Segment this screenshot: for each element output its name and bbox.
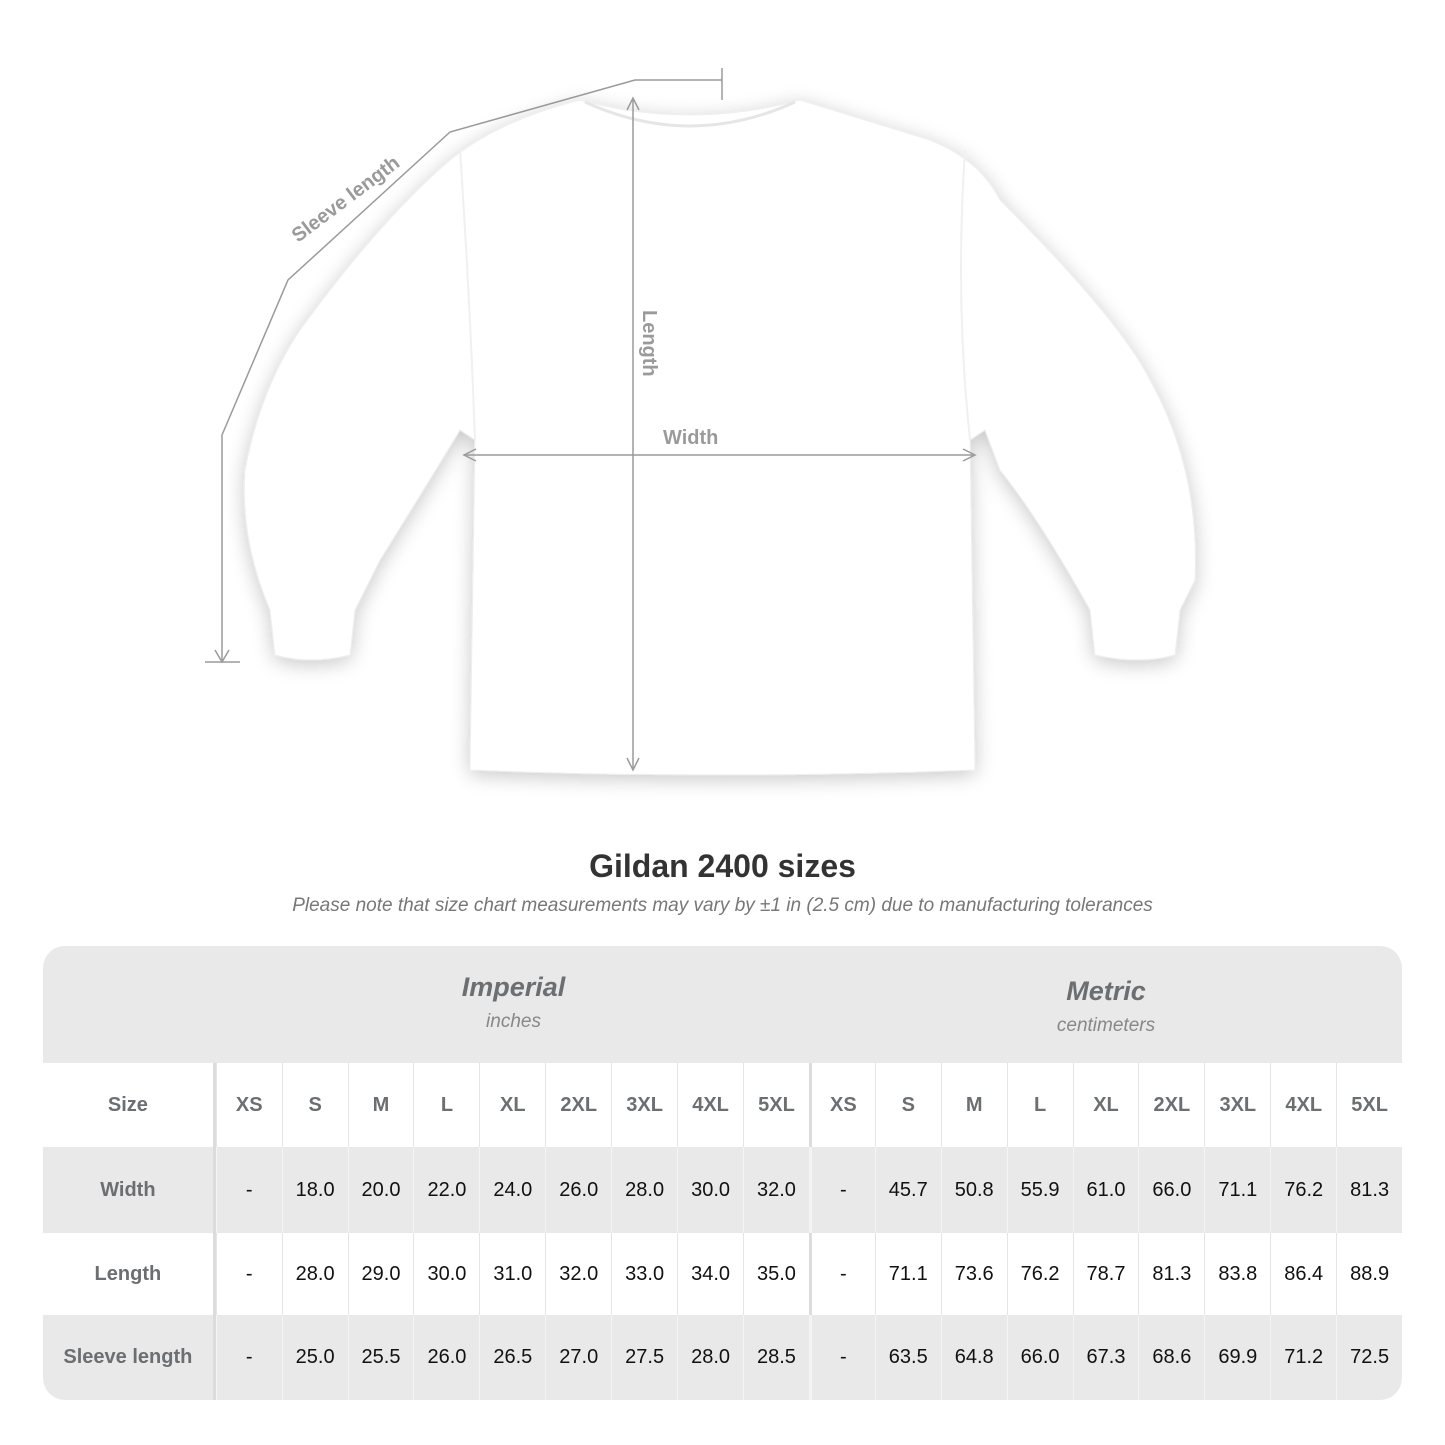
- metric-unit: centimeters: [1056, 1015, 1156, 1036]
- imperial-value-cell: 30.0: [413, 1233, 479, 1315]
- metric-value-cell: 66.0: [1138, 1147, 1204, 1233]
- metric-value-cell: 63.5: [874, 1315, 941, 1400]
- metric-size-header: S: [874, 1063, 941, 1147]
- tolerance-note: Please note that size chart measurements…: [292, 895, 1153, 916]
- shirt-diagram: Sleeve length Length Width: [205, 68, 1196, 776]
- metric-value-cell: 73.6: [940, 1233, 1007, 1315]
- size-table: Imperial inches Metric centimeters Size X…: [43, 946, 1402, 1400]
- table-row: Sleeve length -25.0 25.5 26.0 26.5 27.0 27.5 28…: [43, 1315, 1402, 1400]
- metric-value-cell: 71.1: [1204, 1147, 1270, 1233]
- row-label: Width: [43, 1147, 216, 1233]
- imperial-value-cell: 24.0: [479, 1147, 545, 1233]
- imperial-size-header: XL: [479, 1063, 545, 1147]
- imperial-value-cell: 35.0: [743, 1233, 809, 1315]
- imperial-value-cell: 27.5: [611, 1315, 677, 1400]
- metric-size-header: L: [1006, 1063, 1073, 1147]
- imperial-value-cell: 28.0: [677, 1315, 743, 1400]
- imperial-value-cell: 31.0: [479, 1233, 545, 1315]
- metric-value-cell: 55.9: [1006, 1147, 1073, 1233]
- imperial-value-cell: 20.0: [347, 1147, 414, 1233]
- imperial-value-cell: 28.0: [281, 1233, 348, 1315]
- metric-value-cell: 66.0: [1006, 1315, 1073, 1400]
- metric-size-header: 2XL: [1138, 1063, 1204, 1147]
- metric-value-cell: 81.3: [1336, 1147, 1402, 1233]
- imperial-value-cell: 25.5: [347, 1315, 414, 1400]
- size-column-label: Size: [43, 1063, 216, 1147]
- metric-value-cell: 76.2: [1270, 1147, 1336, 1233]
- metric-value-cell: 88.9: [1336, 1233, 1402, 1315]
- imperial-value-cell: 30.0: [677, 1147, 743, 1233]
- metric-value-cell: 78.7: [1072, 1233, 1139, 1315]
- metric-value-cell: 71.1: [874, 1233, 941, 1315]
- row-label: Length: [43, 1233, 216, 1315]
- metric-value-cell: 61.0: [1072, 1147, 1139, 1233]
- imperial-value-cell: 28.5: [743, 1315, 809, 1400]
- metric-value-cell: 45.7: [874, 1147, 941, 1233]
- metric-size-header: XL: [1072, 1063, 1139, 1147]
- imperial-unit: inches: [486, 1011, 541, 1032]
- metric-value-cell: 86.4: [1270, 1233, 1336, 1315]
- imperial-value-cell: 26.0: [413, 1315, 479, 1400]
- imperial-size-header: L: [413, 1063, 479, 1147]
- imperial-value-cell: 33.0: [611, 1233, 677, 1315]
- metric-size-header: M: [940, 1063, 1007, 1147]
- imperial-size-header: M: [347, 1063, 414, 1147]
- imperial-size-header: 3XL: [611, 1063, 677, 1147]
- imperial-value-cell: -: [215, 1315, 282, 1400]
- imperial-value-cell: 26.5: [479, 1315, 545, 1400]
- metric-value-cell: 71.2: [1270, 1315, 1336, 1400]
- imperial-value-cell: 32.0: [545, 1233, 611, 1315]
- imperial-value-cell: 32.0: [743, 1147, 809, 1233]
- metric-value-cell: 69.9: [1204, 1315, 1270, 1400]
- metric-value-cell: 83.8: [1204, 1233, 1270, 1315]
- system-header-band: [43, 946, 1402, 1063]
- imperial-header: Imperial inches: [217, 946, 810, 1063]
- long-sleeve-shirt: [243, 99, 1196, 776]
- metric-value-cell: -: [808, 1233, 875, 1315]
- page-title: Gildan 2400 sizes: [589, 848, 856, 884]
- metric-value-cell: -: [808, 1315, 875, 1400]
- metric-size-header: XS: [808, 1063, 875, 1147]
- imperial-value-cell: 22.0: [413, 1147, 479, 1233]
- imperial-size-header: 2XL: [545, 1063, 611, 1147]
- metric-header: Metric centimeters: [810, 946, 1402, 1063]
- imperial-value-cell: 34.0: [677, 1233, 743, 1315]
- imperial-value-cell: 18.0: [281, 1147, 348, 1233]
- measure-lines: [205, 68, 977, 772]
- metric-value-cell: 76.2: [1006, 1233, 1073, 1315]
- imperial-value-cell: 29.0: [347, 1233, 414, 1315]
- metric-size-header: 4XL: [1270, 1063, 1336, 1147]
- imperial-size-header: 4XL: [677, 1063, 743, 1147]
- imperial-size-header: XS: [215, 1063, 282, 1147]
- metric-size-header: 3XL: [1204, 1063, 1270, 1147]
- imperial-value-cell: 26.0: [545, 1147, 611, 1233]
- imperial-title: Imperial: [461, 972, 566, 1002]
- table-row: Width -18.0 20.0 22.0 24.0 26.0 28.0 30.0 32.0-4…: [43, 1147, 1402, 1233]
- metric-value-cell: 72.5: [1336, 1315, 1402, 1400]
- metric-title: Metric: [1066, 976, 1146, 1006]
- imperial-size-header: 5XL: [743, 1063, 809, 1147]
- imperial-value-cell: 27.0: [545, 1315, 611, 1400]
- metric-value-cell: 68.6: [1138, 1315, 1204, 1400]
- row-label: Sleeve length: [43, 1315, 216, 1400]
- table-row: Length -28.0 29.0 30.0 31.0 32.0 33.0 34.0 35.0-…: [43, 1233, 1402, 1315]
- imperial-size-header: S: [281, 1063, 348, 1147]
- length-label: Length: [638, 310, 660, 377]
- metric-size-header: 5XL: [1336, 1063, 1402, 1147]
- imperial-value-cell: 28.0: [611, 1147, 677, 1233]
- metric-value-cell: -: [808, 1147, 875, 1233]
- metric-value-cell: 81.3: [1138, 1233, 1204, 1315]
- imperial-value-cell: -: [215, 1233, 282, 1315]
- metric-value-cell: 50.8: [940, 1147, 1007, 1233]
- imperial-value-cell: 25.0: [281, 1315, 348, 1400]
- imperial-value-cell: -: [215, 1147, 282, 1233]
- metric-value-cell: 64.8: [940, 1315, 1007, 1400]
- width-label: Width: [663, 427, 718, 449]
- size-header-row: Size XS S M L XL 2XL 3XL 4XL 5XL XS S M L XL 2XL 3XL 4XL 5…: [43, 1063, 1402, 1147]
- metric-value-cell: 67.3: [1072, 1315, 1139, 1400]
